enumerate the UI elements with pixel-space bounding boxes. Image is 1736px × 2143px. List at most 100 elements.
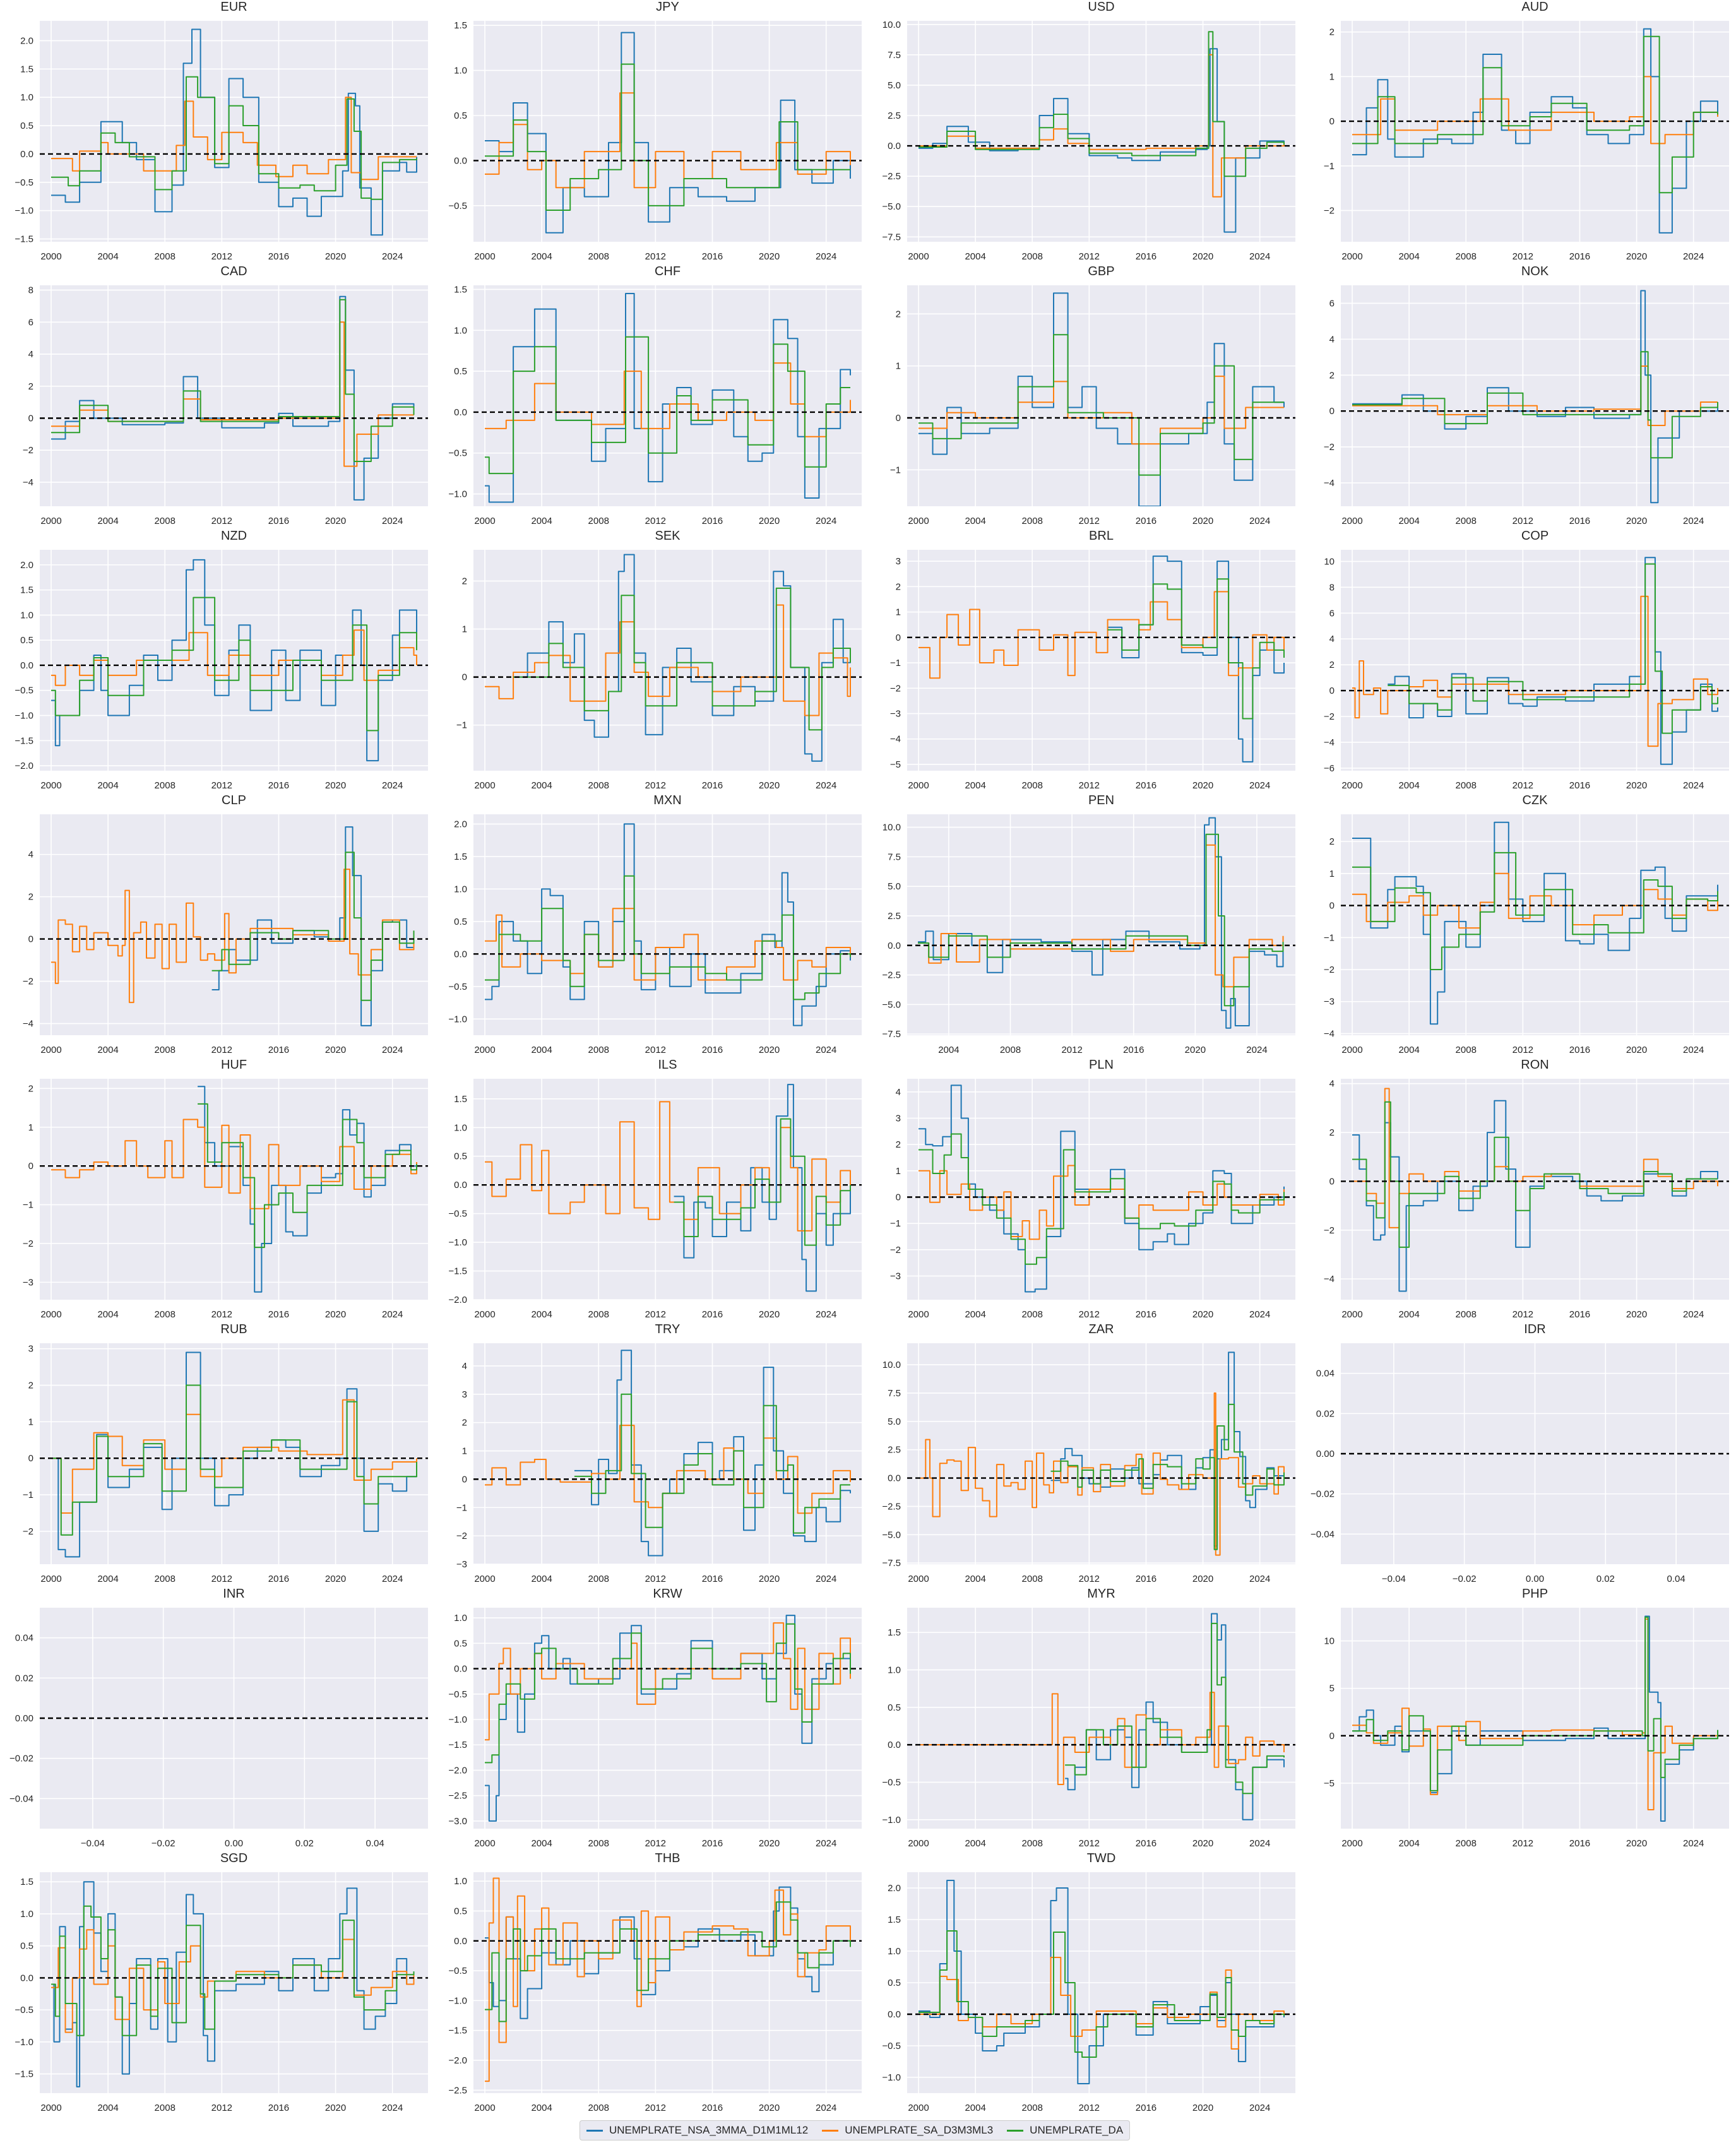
svg-text:2008: 2008	[1022, 251, 1043, 262]
svg-text:2020: 2020	[1192, 1838, 1213, 1849]
svg-text:−0.5: −0.5	[15, 2005, 33, 2015]
svg-text:2024: 2024	[1246, 1045, 1267, 1055]
svg-text:2000: 2000	[908, 1309, 929, 1320]
svg-text:2020: 2020	[325, 251, 346, 262]
svg-text:2004: 2004	[531, 1045, 552, 1055]
svg-text:2000: 2000	[1341, 1045, 1362, 1055]
svg-text:−4: −4	[890, 734, 901, 745]
svg-text:2024: 2024	[816, 1309, 836, 1320]
svg-text:2024: 2024	[382, 251, 403, 262]
series-line	[1352, 852, 1718, 970]
svg-text:2004: 2004	[97, 516, 118, 526]
svg-text:2012: 2012	[211, 780, 232, 791]
svg-text:0.02: 0.02	[295, 1838, 314, 1849]
panel-usd: USD 2000 2004 2008 2012 2016 2020 2024 −7.5 −5.0 −…	[867, 0, 1301, 264]
svg-text:2024: 2024	[1249, 251, 1270, 262]
svg-text:2000: 2000	[1341, 251, 1362, 262]
svg-text:−2.0: −2.0	[15, 761, 33, 771]
svg-text:1: 1	[28, 1122, 33, 1133]
panel-title: NOK	[1521, 264, 1549, 278]
svg-text:−1.5: −1.5	[448, 1266, 467, 1277]
svg-text:−1.0: −1.0	[448, 1014, 467, 1024]
svg-text:2004: 2004	[531, 516, 552, 526]
panel-title: AUD	[1521, 0, 1549, 14]
svg-text:2024: 2024	[1249, 1838, 1270, 1849]
svg-text:−7.5: −7.5	[882, 1558, 901, 1569]
svg-text:0.0: 0.0	[888, 141, 901, 151]
svg-text:7.5: 7.5	[888, 852, 901, 862]
panel-title: USD	[1088, 0, 1115, 14]
svg-text:2016: 2016	[1569, 1309, 1590, 1320]
svg-text:2004: 2004	[97, 1574, 118, 1584]
svg-text:1.5: 1.5	[454, 1094, 467, 1105]
svg-text:2024: 2024	[1249, 2103, 1270, 2113]
svg-text:1.0: 1.0	[20, 92, 33, 103]
svg-text:−2.5: −2.5	[882, 970, 901, 981]
svg-text:0: 0	[28, 1453, 33, 1464]
svg-text:2012: 2012	[1061, 1045, 1082, 1055]
svg-text:0.0: 0.0	[454, 155, 467, 166]
series-line	[1352, 35, 1718, 194]
svg-text:2008: 2008	[1022, 1574, 1043, 1584]
series-line	[51, 295, 415, 501]
svg-text:0.02: 0.02	[1316, 1408, 1335, 1419]
svg-text:−4: −4	[1324, 478, 1335, 489]
svg-text:−1: −1	[23, 1200, 33, 1211]
svg-text:−2: −2	[23, 1526, 33, 1537]
panel-inr: INR −0.04 −0.02 0.00 0.02 0.04 −0.04 −0.02 0.00 0…	[0, 1587, 434, 1851]
svg-text:2: 2	[28, 381, 33, 392]
svg-text:2: 2	[1329, 660, 1335, 670]
svg-text:1.5: 1.5	[20, 64, 33, 74]
svg-text:2000: 2000	[908, 251, 929, 262]
svg-text:0.5: 0.5	[888, 1702, 901, 1713]
series-line	[485, 1623, 851, 1764]
svg-text:2004: 2004	[1398, 1045, 1419, 1055]
svg-text:2016: 2016	[702, 1045, 723, 1055]
svg-text:−1.5: −1.5	[15, 735, 33, 746]
svg-text:−0.5: −0.5	[448, 1966, 467, 1976]
svg-text:2.5: 2.5	[888, 1445, 901, 1456]
panel-pen: PEN 2004 2008 2012 2016 2020 2024 −7.5 −5.0 −2.5 0…	[867, 793, 1301, 1058]
svg-text:2000: 2000	[1341, 516, 1362, 526]
legend-swatch-orange	[822, 2129, 839, 2132]
series-line	[51, 1399, 417, 1514]
series-line	[51, 28, 417, 236]
svg-text:2016: 2016	[702, 1574, 723, 1584]
series-line	[919, 1165, 1285, 1240]
legend-item-nsa: UNEMPLRATE_NSA_3MMA_D1M1ML12	[586, 2124, 808, 2137]
svg-text:2020: 2020	[759, 1574, 780, 1584]
svg-text:2020: 2020	[1192, 1574, 1213, 1584]
svg-text:2012: 2012	[211, 251, 232, 262]
svg-text:2004: 2004	[965, 516, 985, 526]
svg-text:2.0: 2.0	[888, 1883, 901, 1894]
panel-title: RON	[1521, 1058, 1549, 1072]
svg-text:−0.5: −0.5	[448, 201, 467, 211]
panel-cad: CAD 2000 2004 2008 2012 2016 2020 2024 −4 −2 0 2 4 6 8	[0, 264, 434, 529]
svg-text:−5.0: −5.0	[882, 999, 901, 1010]
svg-text:2020: 2020	[1626, 1838, 1647, 1849]
svg-text:2008: 2008	[588, 1309, 609, 1320]
svg-text:2008: 2008	[155, 1574, 175, 1584]
series-line	[485, 1622, 851, 1741]
svg-text:2016: 2016	[1136, 780, 1156, 791]
svg-text:2004: 2004	[97, 251, 118, 262]
series-line	[485, 604, 851, 716]
svg-text:2024: 2024	[1683, 251, 1704, 262]
svg-text:−0.5: −0.5	[448, 982, 467, 992]
svg-text:2020: 2020	[1626, 780, 1647, 791]
series-line	[51, 1905, 415, 2036]
svg-text:8: 8	[1329, 582, 1335, 593]
svg-text:2012: 2012	[1513, 1309, 1533, 1320]
svg-text:0: 0	[1329, 901, 1335, 911]
svg-text:2: 2	[1329, 836, 1335, 847]
svg-text:10: 10	[1324, 556, 1335, 567]
svg-text:2012: 2012	[645, 1309, 666, 1320]
svg-text:0: 0	[896, 1192, 901, 1203]
svg-text:2024: 2024	[1249, 780, 1270, 791]
svg-text:0: 0	[28, 934, 33, 945]
panel-gbp: GBP 2000 2004 2008 2012 2016 2020 2024 −1 0 1 2	[867, 264, 1301, 529]
svg-text:0.04: 0.04	[1316, 1368, 1335, 1379]
legend-item-da: UNEMPLRATE_DA	[1007, 2124, 1123, 2137]
svg-text:5: 5	[1329, 1683, 1335, 1694]
svg-text:−1: −1	[23, 1490, 33, 1500]
